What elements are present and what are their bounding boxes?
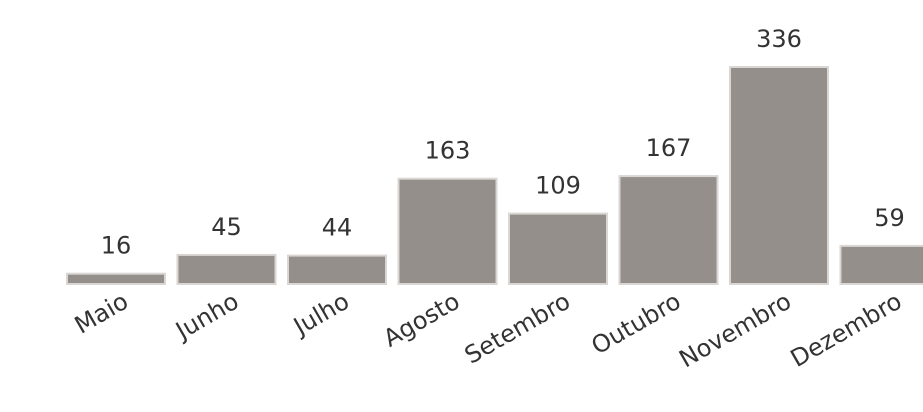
value-label-novembro: 336 [756,25,802,53]
category-label-novembro: Novembro [674,287,796,373]
value-labels-layer: 16 45 44 163 109 167 336 59 [101,25,905,260]
value-label-julho: 44 [322,214,353,242]
bar-junho [176,253,277,285]
value-label-maio: 16 [101,232,132,260]
value-label-outubro: 167 [646,134,692,162]
value-label-agosto: 163 [425,137,471,165]
value-label-junho: 45 [211,213,242,241]
bar-outubro [618,175,719,286]
bar-dezembro [839,244,923,285]
value-label-dezembro: 59 [874,204,905,232]
bar-julho [287,254,387,286]
value-label-setembro: 109 [535,172,581,200]
bars-layer [66,66,923,286]
bar-maio [66,272,166,286]
category-label-outubro: Outubro [587,287,686,360]
category-label-agosto: Agosto [379,287,465,353]
category-label-maio: Maio [70,287,133,340]
bar-novembro [729,66,829,285]
category-label-julho: Julho [287,287,354,342]
category-label-setembro: Setembro [460,287,575,370]
category-label-junho: Junho [169,287,243,346]
bar-agosto [397,177,498,285]
bar-setembro [508,212,608,286]
category-label-dezembro: Dezembro [786,287,907,373]
